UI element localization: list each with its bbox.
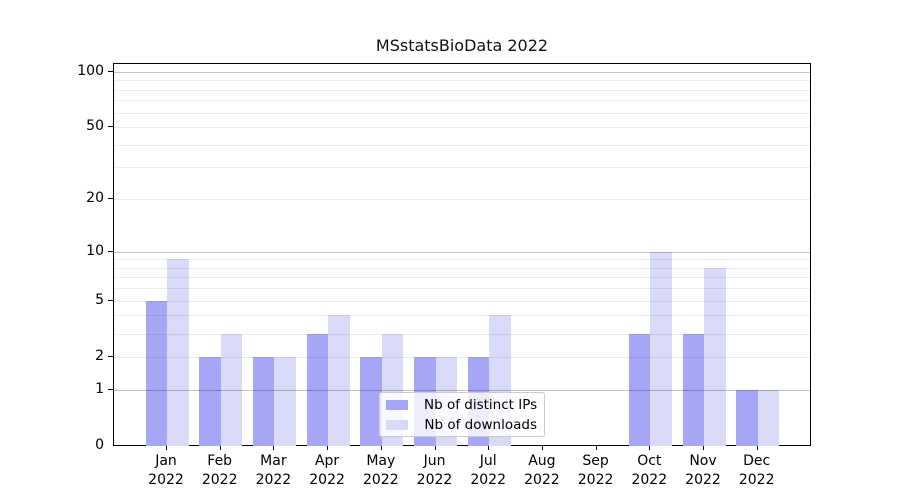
x-tick-label-feb: Feb 2022 bbox=[201, 453, 238, 488]
bar-ips-feb bbox=[199, 356, 221, 446]
x-tick-label-aug: Aug 2022 bbox=[524, 453, 560, 488]
x-tick-mark-sep bbox=[595, 446, 597, 450]
y-tick-mark-2 bbox=[108, 355, 113, 357]
bar-ips-oct bbox=[628, 333, 651, 446]
y-gridline-3 bbox=[114, 333, 810, 335]
x-tick-mark-jun bbox=[434, 446, 436, 450]
y-gridline-30 bbox=[114, 167, 810, 169]
y-gridline-8 bbox=[114, 267, 810, 269]
legend: Nb of distinct IPs Nb of downloads bbox=[379, 392, 545, 437]
y-gridline-10 bbox=[114, 251, 810, 253]
bar-ips-may bbox=[360, 356, 382, 446]
x-tick-mark-jan bbox=[166, 446, 167, 450]
legend-label-downloads: Nb of downloads bbox=[424, 416, 537, 433]
y-tick-mark-20 bbox=[108, 198, 113, 200]
y-gridline-70 bbox=[114, 100, 810, 102]
bar-ips-apr bbox=[306, 333, 329, 446]
y-gridline-20 bbox=[114, 199, 810, 201]
x-tick-mark-oct bbox=[649, 446, 651, 450]
y-gridline-6 bbox=[114, 288, 810, 290]
x-tick-mark-dec bbox=[756, 446, 758, 450]
x-tick-mark-may bbox=[380, 446, 382, 450]
bar-ips-nov bbox=[682, 333, 704, 446]
y-tick-label-1: 1 bbox=[95, 380, 104, 397]
bar-ips-jan bbox=[145, 300, 167, 446]
bar-downloads-feb bbox=[220, 333, 243, 446]
y-tick-label-2: 2 bbox=[95, 347, 104, 364]
x-tick-label-nov: Nov 2022 bbox=[685, 453, 721, 488]
y-gridline-100 bbox=[114, 71, 810, 73]
x-tick-label-may: May 2022 bbox=[362, 453, 399, 488]
x-tick-label-jun: Jun 2022 bbox=[416, 453, 453, 488]
y-tick-label-20: 20 bbox=[86, 190, 104, 207]
legend-swatch-downloads bbox=[386, 419, 408, 430]
y-tick-mark-100 bbox=[108, 70, 113, 72]
x-tick-mark-feb bbox=[219, 446, 221, 450]
y-gridline-60 bbox=[114, 112, 810, 114]
y-tick-label-10: 10 bbox=[86, 242, 104, 259]
x-tick-mark-apr bbox=[327, 446, 329, 450]
bar-downloads-oct bbox=[650, 251, 672, 446]
bar-downloads-nov bbox=[704, 267, 726, 446]
x-tick-label-sep: Sep 2022 bbox=[577, 453, 614, 488]
chart-title: MSstatsBioData 2022 bbox=[375, 36, 549, 55]
x-tick-mark-mar bbox=[273, 446, 275, 450]
y-gridline-50 bbox=[114, 127, 810, 129]
x-tick-label-dec: Dec 2022 bbox=[738, 453, 775, 488]
bar-downloads-mar bbox=[274, 356, 296, 446]
y-gridline-5 bbox=[114, 300, 810, 302]
y-tick-label-50: 50 bbox=[86, 118, 104, 135]
y-tick-mark-1 bbox=[108, 388, 113, 390]
y-gridline-1 bbox=[114, 389, 810, 391]
y-tick-label-5: 5 bbox=[95, 291, 104, 308]
legend-item-distinct-ips: Nb of distinct IPs bbox=[386, 395, 537, 414]
legend-item-downloads: Nb of downloads bbox=[386, 415, 537, 434]
bar-downloads-apr bbox=[328, 315, 350, 446]
y-tick-label-0: 0 bbox=[95, 437, 104, 453]
y-gridline-2 bbox=[114, 356, 810, 358]
x-tick-label-jan: Jan 2022 bbox=[148, 453, 184, 488]
y-gridline-90 bbox=[114, 80, 810, 82]
x-tick-mark-nov bbox=[703, 446, 704, 450]
x-tick-label-apr: Apr 2022 bbox=[309, 453, 345, 488]
legend-swatch-distinct-ips bbox=[386, 399, 408, 410]
y-gridline-80 bbox=[114, 89, 810, 91]
bar-downloads-jan bbox=[167, 259, 189, 446]
y-tick-mark-10 bbox=[108, 250, 113, 252]
bar-ips-dec bbox=[736, 389, 758, 446]
y-tick-mark-5 bbox=[108, 299, 113, 301]
x-tick-mark-jul bbox=[488, 446, 490, 450]
y-tick-mark-50 bbox=[108, 126, 113, 128]
y-gridline-4 bbox=[114, 315, 810, 317]
x-tick-mark-aug bbox=[541, 446, 543, 450]
x-tick-label-mar: Mar 2022 bbox=[255, 453, 292, 488]
plot-area bbox=[113, 63, 811, 446]
bar-downloads-dec bbox=[757, 389, 780, 446]
y-gridline-7 bbox=[114, 277, 810, 279]
bar-ips-mar bbox=[252, 356, 275, 446]
y-gridline-9 bbox=[114, 259, 810, 261]
legend-label-distinct-ips: Nb of distinct IPs bbox=[424, 396, 538, 413]
y-gridline-40 bbox=[114, 144, 810, 146]
x-tick-label-jul: Jul 2022 bbox=[470, 453, 506, 488]
y-tick-label-100: 100 bbox=[77, 62, 104, 79]
x-tick-label-oct: Oct 2022 bbox=[631, 453, 668, 488]
